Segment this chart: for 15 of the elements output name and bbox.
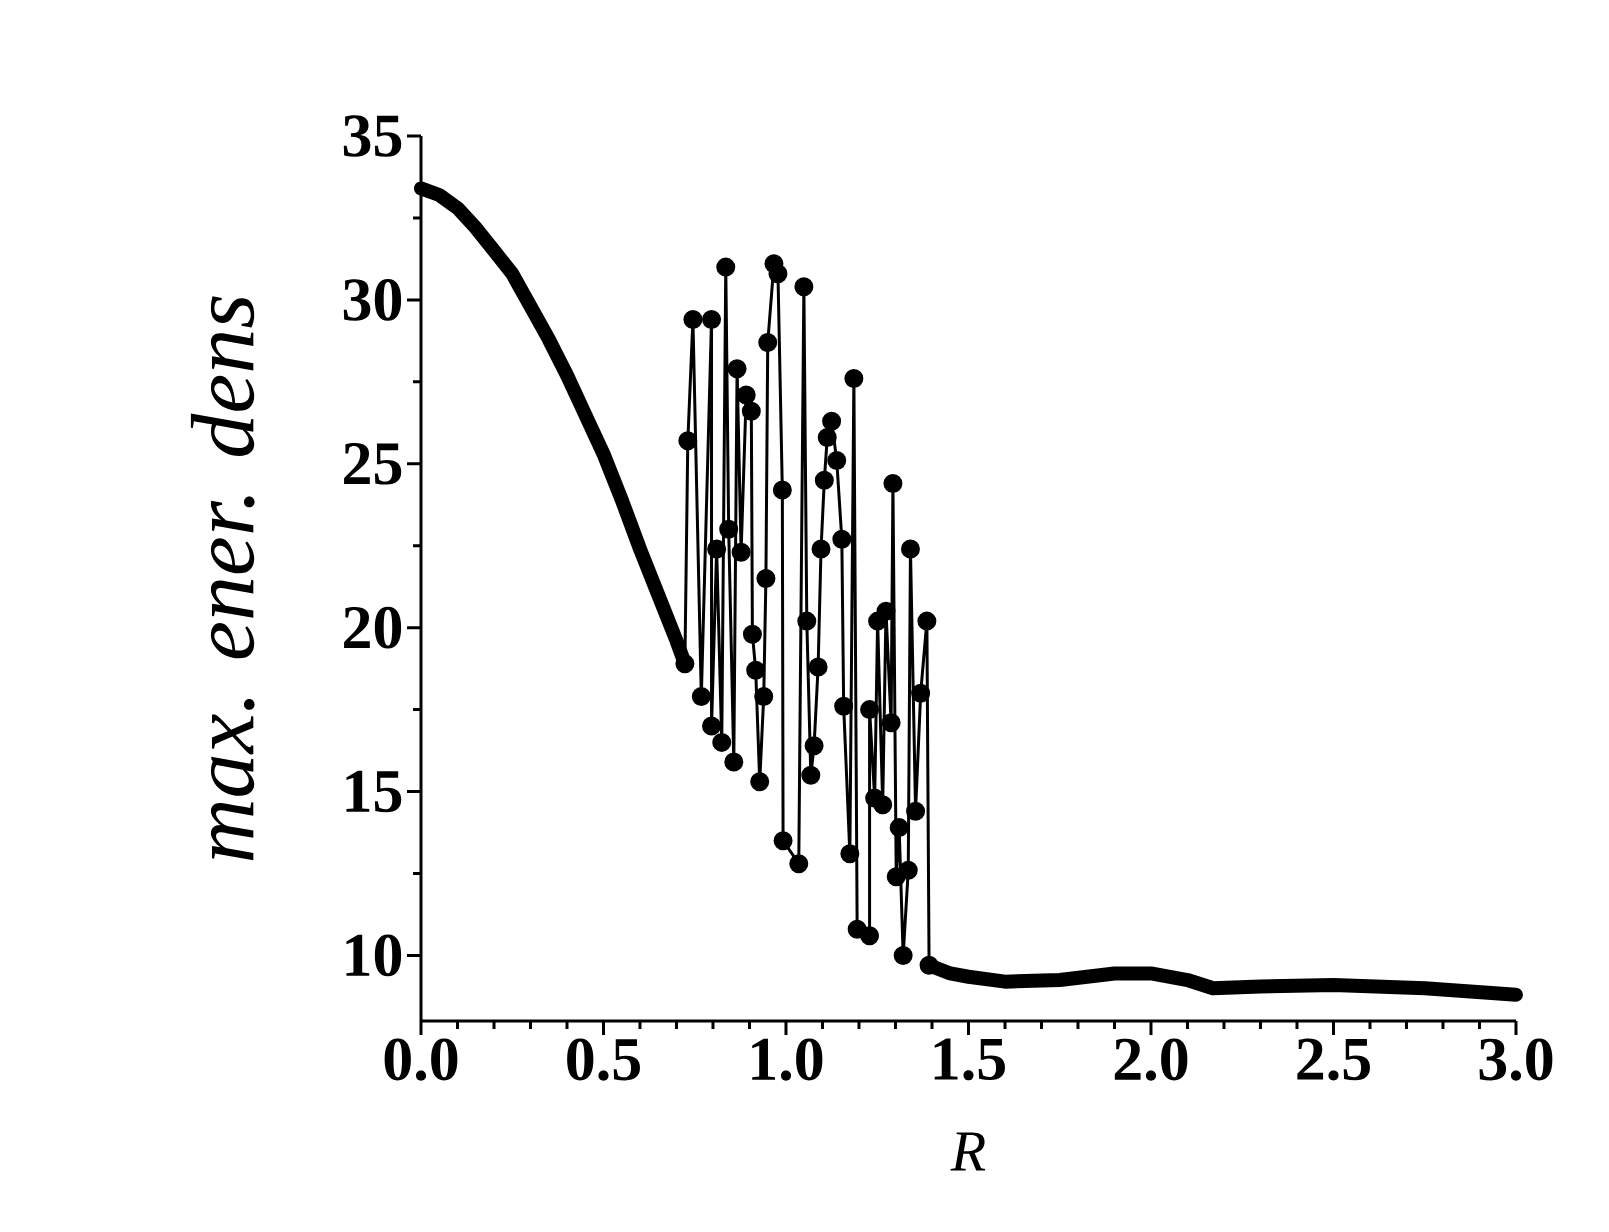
x-axis-title: R (950, 1132, 986, 1171)
y-tick-label: 15 (346, 770, 402, 813)
y-tick-label: 20 (344, 606, 402, 649)
y-tick-label: 10 (346, 934, 402, 977)
x-tick-label: 0.5 (567, 1038, 640, 1081)
y-axis-title: max. ener. dens (190, 296, 255, 861)
y-tick-label: 25 (344, 442, 402, 485)
x-tick-label: 2.5 (1297, 1038, 1370, 1081)
y-tick-label: 35 (343, 115, 402, 157)
x-tick-label: 0.0 (384, 1038, 458, 1081)
x-tick-label: 1.5 (934, 1038, 1005, 1081)
y-tick-label: 30 (343, 278, 402, 321)
x-tick-label: 2.0 (1114, 1038, 1188, 1081)
x-tick-label: 3.0 (1479, 1038, 1553, 1081)
x-tick-label: 1.0 (752, 1038, 823, 1081)
